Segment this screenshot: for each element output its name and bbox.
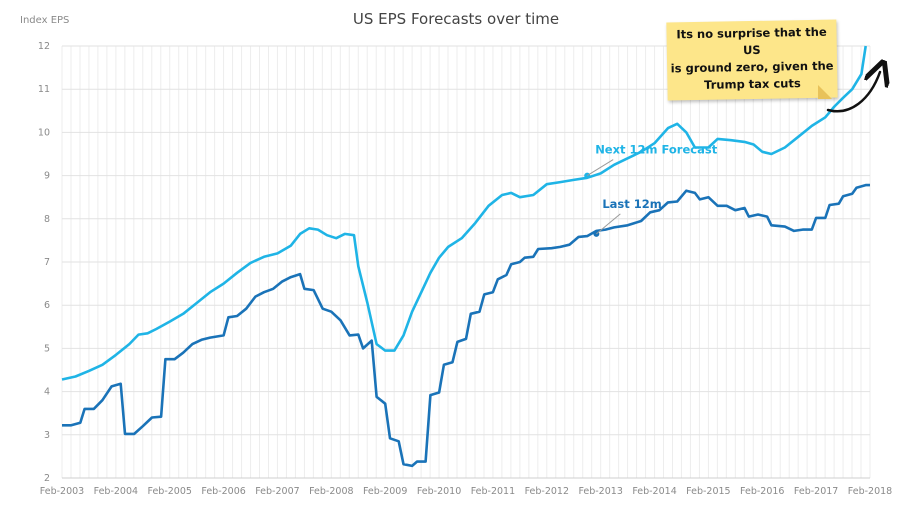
sticky-note: Its no surprise that the US is ground ze… — [666, 19, 838, 101]
x-tick-label: Feb-2003 — [40, 486, 84, 497]
x-tick-label: Feb-2012 — [525, 486, 569, 497]
chart-title: US EPS Forecasts over time — [352, 10, 560, 28]
y-tick-label: 7 — [44, 257, 50, 268]
x-tick-label: Feb-2016 — [740, 486, 784, 497]
y-tick-label: 11 — [38, 84, 50, 95]
note-line-1: Its no surprise that the US — [676, 24, 827, 58]
x-tick-label: Feb-2009 — [363, 486, 407, 497]
y-tick-label: 8 — [44, 214, 50, 225]
series-label: Next 12m Forecast — [595, 143, 718, 157]
series-lines — [61, 45, 870, 468]
y-tick-label: 4 — [44, 387, 50, 398]
grid-lines — [61, 45, 871, 479]
y-tick-label: 5 — [44, 343, 50, 354]
series-line — [62, 183, 870, 468]
x-tick-label: Feb-2008 — [309, 486, 353, 497]
y-tick-label: 9 — [44, 171, 50, 182]
x-tick-label: Feb-2006 — [201, 486, 245, 497]
x-tick-label: Feb-2013 — [578, 486, 622, 497]
x-tick-label: Feb-2010 — [417, 486, 461, 497]
series-labels: Next 12m Forecast Last 12m — [584, 143, 718, 237]
y-tick-label: 6 — [44, 300, 50, 311]
note-line-3: Trump tax cuts — [703, 76, 801, 92]
y-axis-ticks: 2 3 4 5 6 7 8 9 10 11 12 — [38, 41, 50, 484]
x-tick-label: Feb-2015 — [686, 486, 730, 497]
y-tick-label: 2 — [44, 473, 50, 484]
x-tick-label: Feb-2007 — [255, 486, 299, 497]
y-tick-label: 3 — [44, 430, 50, 441]
x-tick-label: Feb-2011 — [471, 486, 515, 497]
x-tick-label: Feb-2018 — [848, 486, 892, 497]
x-tick-label: Feb-2004 — [94, 486, 138, 497]
y-tick-label: 10 — [38, 127, 50, 138]
series-line — [61, 45, 867, 381]
x-axis-ticks: Feb-2003 Feb-2004 Feb-2005 Feb-2006 Feb-2007… — [40, 486, 892, 497]
sticky-note-fold — [818, 85, 832, 99]
x-tick-label: Feb-2005 — [148, 486, 192, 497]
series-label: Last 12m — [602, 197, 661, 211]
trend-arrow-icon — [826, 72, 880, 113]
note-line-2: is ground zero, given the — [670, 58, 834, 76]
y-tick-label: 12 — [38, 41, 50, 52]
x-tick-label: Feb-2017 — [794, 486, 838, 497]
x-tick-label: Feb-2014 — [632, 486, 676, 497]
y-axis-label: Index EPS — [20, 15, 70, 26]
annotation-leader — [586, 159, 614, 177]
annotation-leader — [596, 213, 621, 235]
